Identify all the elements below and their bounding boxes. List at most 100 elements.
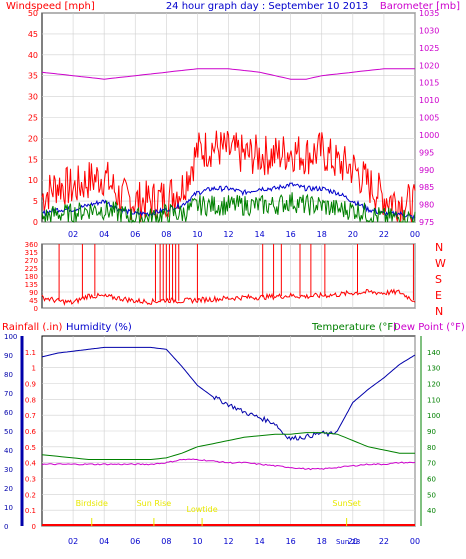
temperature-y-tick-label: 60 — [427, 476, 436, 484]
humidity-y-tick-label: 90 — [4, 352, 13, 360]
dewpoint-series-line — [41, 458, 416, 471]
barometer-y-tick-label: 1020 — [419, 61, 439, 70]
humidity-x-tick-label: 00 — [410, 537, 420, 546]
event-annotation-label: Birdside — [76, 499, 108, 508]
wind-x-tick-label: 00 — [410, 230, 420, 239]
direction-y-tick-label: 45 — [29, 297, 38, 305]
rainfall-y-tick-label: 0.9 — [25, 381, 36, 389]
temperature-y-tick-label: 110 — [427, 396, 440, 404]
humidity-y-tick-label: 0 — [4, 523, 8, 531]
humidity-x-tick-label: 18 — [317, 537, 327, 546]
day-marker-label: Sun 23 — [336, 538, 360, 546]
barometer-y-tick-label: 1015 — [419, 79, 439, 88]
windspeed-axis-label: Windspeed [mph] — [6, 1, 95, 12]
wind-y-tick-label: 35 — [28, 72, 38, 81]
humidity-x-tick-label: 10 — [192, 537, 202, 546]
barometer-y-tick-label: 1025 — [419, 44, 439, 53]
humidity-y-tick-label: 70 — [4, 390, 13, 398]
wind-y-tick-label: 40 — [28, 51, 38, 60]
dewpoint-axis-label: Dew Point (°F) — [393, 322, 465, 333]
barometer-y-tick-label: 1010 — [419, 96, 439, 105]
wind-y-tick-label: 15 — [28, 155, 38, 164]
direction-y-tick-label: 0 — [34, 305, 38, 313]
direction-compass-label: S — [435, 273, 442, 286]
humidity-series-line — [41, 346, 416, 441]
direction-y-tick-label: 225 — [25, 265, 38, 273]
barometer-y-tick-label: 985 — [419, 183, 434, 192]
temperature-y-tick-label: 90 — [427, 428, 436, 436]
rainfall-y-tick-label: 0.6 — [25, 428, 37, 436]
humidity-y-tick-label: 60 — [4, 409, 13, 417]
wind-y-tick-label: 5 — [33, 197, 38, 206]
event-annotation-label: SunSet — [332, 499, 360, 508]
temperature-y-tick-label: 130 — [427, 365, 440, 373]
barometer-y-tick-label: 980 — [419, 201, 434, 210]
rainfall-y-tick-label: 0.3 — [25, 476, 36, 484]
rainfall-y-tick-label: 0.7 — [25, 412, 36, 420]
wind-y-tick-label: 50 — [28, 9, 38, 18]
temperature-y-tick-label: 120 — [427, 381, 440, 389]
barometer-y-tick-label: 990 — [419, 166, 434, 175]
humidity-x-tick-label: 02 — [68, 537, 78, 546]
humidity-y-tick-label: 20 — [4, 485, 13, 493]
rainfall-axis-label: Rainfall (.in) — [2, 322, 63, 333]
wind-x-tick-label: 14 — [254, 230, 264, 239]
humidity-x-tick-label: 14 — [254, 537, 264, 546]
barometer-series-line — [41, 68, 415, 80]
wind-y-tick-label: 25 — [28, 114, 38, 123]
humidity-x-tick-label: 20 — [348, 537, 358, 546]
wind-x-tick-label: 18 — [317, 230, 327, 239]
direction-compass-label: N — [435, 241, 443, 254]
barometer-y-tick-label: 995 — [419, 148, 434, 157]
direction-y-tick-label: 180 — [25, 273, 38, 281]
temperature-y-tick-label: 80 — [427, 444, 436, 452]
humidity-x-tick-label: 06 — [130, 537, 140, 546]
barometer-y-tick-label: 975 — [419, 218, 434, 227]
humidity-y-tick-label: 40 — [4, 447, 13, 455]
temperature-y-tick-label: 140 — [427, 349, 440, 357]
direction-y-tick-label: 90 — [29, 289, 38, 297]
event-annotation-label: Lowtide — [187, 505, 218, 514]
wind-x-tick-label: 10 — [192, 230, 202, 239]
wind-x-tick-label: 12 — [223, 230, 233, 239]
humidity-axis-label: Humidity (%) — [66, 322, 132, 333]
direction-compass-label: E — [435, 289, 442, 302]
temperature-axis-label: Temperature (°F) — [311, 322, 397, 333]
barometer-y-tick-label: 1000 — [419, 131, 439, 140]
wind-y-tick-label: 20 — [28, 134, 38, 143]
wind-series-average — [41, 182, 416, 221]
wind-series-windspeed — [41, 130, 416, 223]
event-annotation-label: Sun Rise — [137, 499, 172, 508]
temperature-y-tick-label: 50 — [427, 491, 436, 499]
temperature-y-tick-label: 70 — [427, 460, 436, 468]
direction-compass-label: W — [435, 257, 446, 270]
rainfall-y-tick-label: 0.4 — [25, 460, 37, 468]
barometer-y-tick-label: 1030 — [419, 26, 439, 35]
barometer-y-tick-label: 1005 — [419, 114, 439, 123]
direction-compass-label: N — [435, 305, 443, 318]
temperature-y-tick-label: 100 — [427, 412, 440, 420]
humidity-x-tick-label: 22 — [379, 537, 389, 546]
wind-x-tick-label: 22 — [379, 230, 389, 239]
wind-y-tick-label: 30 — [28, 93, 38, 102]
temperature-y-tick-label: 40 — [427, 507, 436, 515]
humidity-y-tick-label: 30 — [4, 466, 13, 474]
rainfall-y-tick-label: 0.8 — [25, 396, 36, 404]
graph-title: 24 hour graph day : September 10 2013 — [166, 1, 368, 12]
humidity-y-tick-label: 100 — [4, 333, 17, 341]
humidity-x-tick-label: 04 — [99, 537, 109, 546]
wind-series-wind_low — [41, 192, 416, 224]
wind-x-tick-label: 16 — [286, 230, 296, 239]
rainfall-y-tick-label: 0.5 — [25, 444, 36, 452]
barometer-y-tick-label: 1035 — [419, 9, 439, 18]
direction-y-tick-label: 270 — [25, 257, 38, 265]
rainfall-y-tick-label: 1.1 — [25, 349, 36, 357]
temperature-series-line — [41, 432, 415, 460]
barometer-axis-label: Barometer [mb] — [380, 1, 460, 12]
wind-x-tick-label: 04 — [99, 230, 109, 239]
direction-series-line — [41, 288, 416, 307]
wind-y-tick-label: 0 — [33, 218, 38, 227]
humidity-y-tick-label: 10 — [4, 504, 13, 512]
